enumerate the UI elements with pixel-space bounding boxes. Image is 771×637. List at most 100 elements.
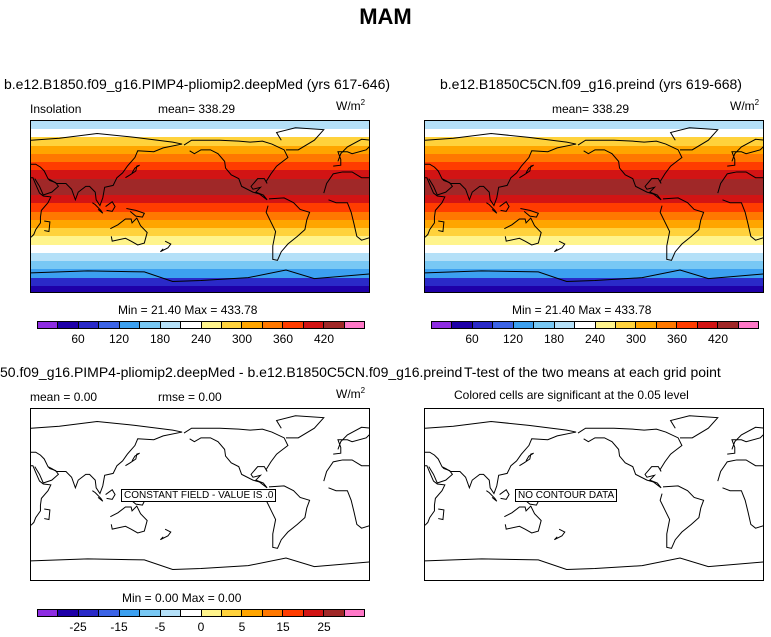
coastline [577, 139, 683, 201]
colorbar-tick-label: 120 [502, 332, 524, 346]
insolation-band [425, 186, 763, 196]
coastline [92, 202, 104, 214]
colorbar-tick-label: 180 [149, 332, 171, 346]
coastline [275, 415, 325, 439]
insolation-band [31, 121, 369, 130]
insolation-band [425, 162, 763, 172]
coastline [31, 132, 183, 207]
colorbar-cell [595, 322, 616, 328]
colorbar-cell [303, 322, 325, 328]
panel4-map: NO CONTOUR DATA [424, 408, 764, 581]
colorbar-cell [344, 610, 364, 616]
coastline [265, 485, 311, 549]
colorbar-tick-label: 300 [625, 332, 647, 346]
coastline [577, 427, 683, 489]
coastline [717, 459, 763, 529]
coastline [438, 220, 445, 233]
panel4-title: T-test of the two means at each grid poi… [464, 364, 721, 380]
coastline [727, 138, 763, 167]
colorbar-tick-label: -25 [69, 620, 87, 634]
coastline [275, 127, 325, 151]
coastline [428, 178, 454, 196]
insolation-band [425, 285, 763, 292]
coastline [126, 207, 146, 218]
coastline [333, 138, 369, 167]
coastline [125, 164, 140, 179]
colorbar-cell [38, 610, 59, 616]
coastline [44, 508, 51, 521]
insolation-band [425, 244, 763, 254]
colorbar-tick-label: 0 [197, 620, 205, 634]
colorbar-cell [58, 322, 79, 328]
insolation-band [31, 269, 369, 279]
insolation-band [31, 178, 369, 188]
colorbar-cell [738, 322, 758, 328]
insolation-band [31, 186, 369, 196]
panel2-mean: mean= 338.29 [552, 102, 630, 116]
coastline [669, 415, 719, 439]
coastline [425, 177, 446, 238]
coastline [554, 240, 566, 253]
insolation-band [31, 153, 369, 163]
coastline [125, 452, 140, 467]
colorbar-tick-label: -15 [110, 620, 128, 634]
colorbar-cell [119, 610, 141, 616]
colorbar-cell [718, 322, 739, 328]
insolation-band [31, 203, 369, 213]
colorbar-cell [38, 322, 59, 328]
coastline [554, 528, 566, 541]
insolation-band [425, 261, 763, 270]
coastline [425, 420, 577, 495]
insolation-band [425, 178, 763, 188]
panel3-map: CONSTANT FIELD - VALUE IS .0 [30, 408, 370, 581]
field-message-box: CONSTANT FIELD - VALUE IS .0 [121, 489, 277, 502]
coastline-map [425, 127, 763, 283]
coastline [717, 171, 763, 241]
insolation-band [31, 219, 369, 229]
panel1-map [30, 120, 370, 293]
panel1-title: b.e12.B1850.f09_g16.PIMP4-pliomip2.deepM… [4, 76, 391, 92]
insolation-band [31, 170, 369, 180]
colorbar-tick-label: 360 [272, 332, 294, 346]
coastline [160, 240, 172, 253]
coastline [659, 197, 705, 261]
insolation-band [425, 170, 763, 180]
colorbar-cell [181, 322, 202, 328]
coastline [659, 485, 705, 549]
colorbar-cell [99, 322, 120, 328]
coastline [31, 177, 52, 238]
coastline [31, 420, 183, 495]
colorbar-tick-label: 15 [276, 620, 290, 634]
insolation-band [31, 162, 369, 172]
coastline [31, 465, 52, 526]
insolation-band [425, 137, 763, 147]
coastline [486, 490, 498, 502]
insolation-band [31, 137, 369, 147]
coastline [265, 197, 311, 261]
colorbar-cell [78, 610, 100, 616]
insolation-band [425, 153, 763, 163]
colorbar-cell [119, 322, 141, 328]
colorbar-cell [262, 610, 284, 616]
colorbar-cell [160, 610, 182, 616]
coastline [92, 490, 104, 502]
insolation-band [425, 129, 763, 139]
insolation-band [425, 195, 763, 204]
colorbar-cell [140, 610, 161, 616]
panel2-minmax: Min = 21.40 Max = 433.78 [512, 303, 652, 317]
figure-title: MAM [359, 4, 412, 29]
coastline [323, 171, 369, 241]
coastline [105, 489, 116, 500]
coastline-map [425, 415, 763, 571]
insolation-band [31, 285, 369, 292]
colorbar-tick-label: 60 [465, 332, 479, 346]
panel3-mean: mean = 0.00 [30, 390, 98, 404]
colorbar-cell [513, 322, 535, 328]
coastline [110, 217, 148, 246]
colorbar-tick-label: 300 [231, 332, 253, 346]
insolation-band [425, 219, 763, 229]
panel1-units: W/m2 [336, 98, 366, 113]
insolation-band [31, 236, 369, 246]
coastline [499, 489, 510, 500]
coastline [669, 127, 719, 151]
